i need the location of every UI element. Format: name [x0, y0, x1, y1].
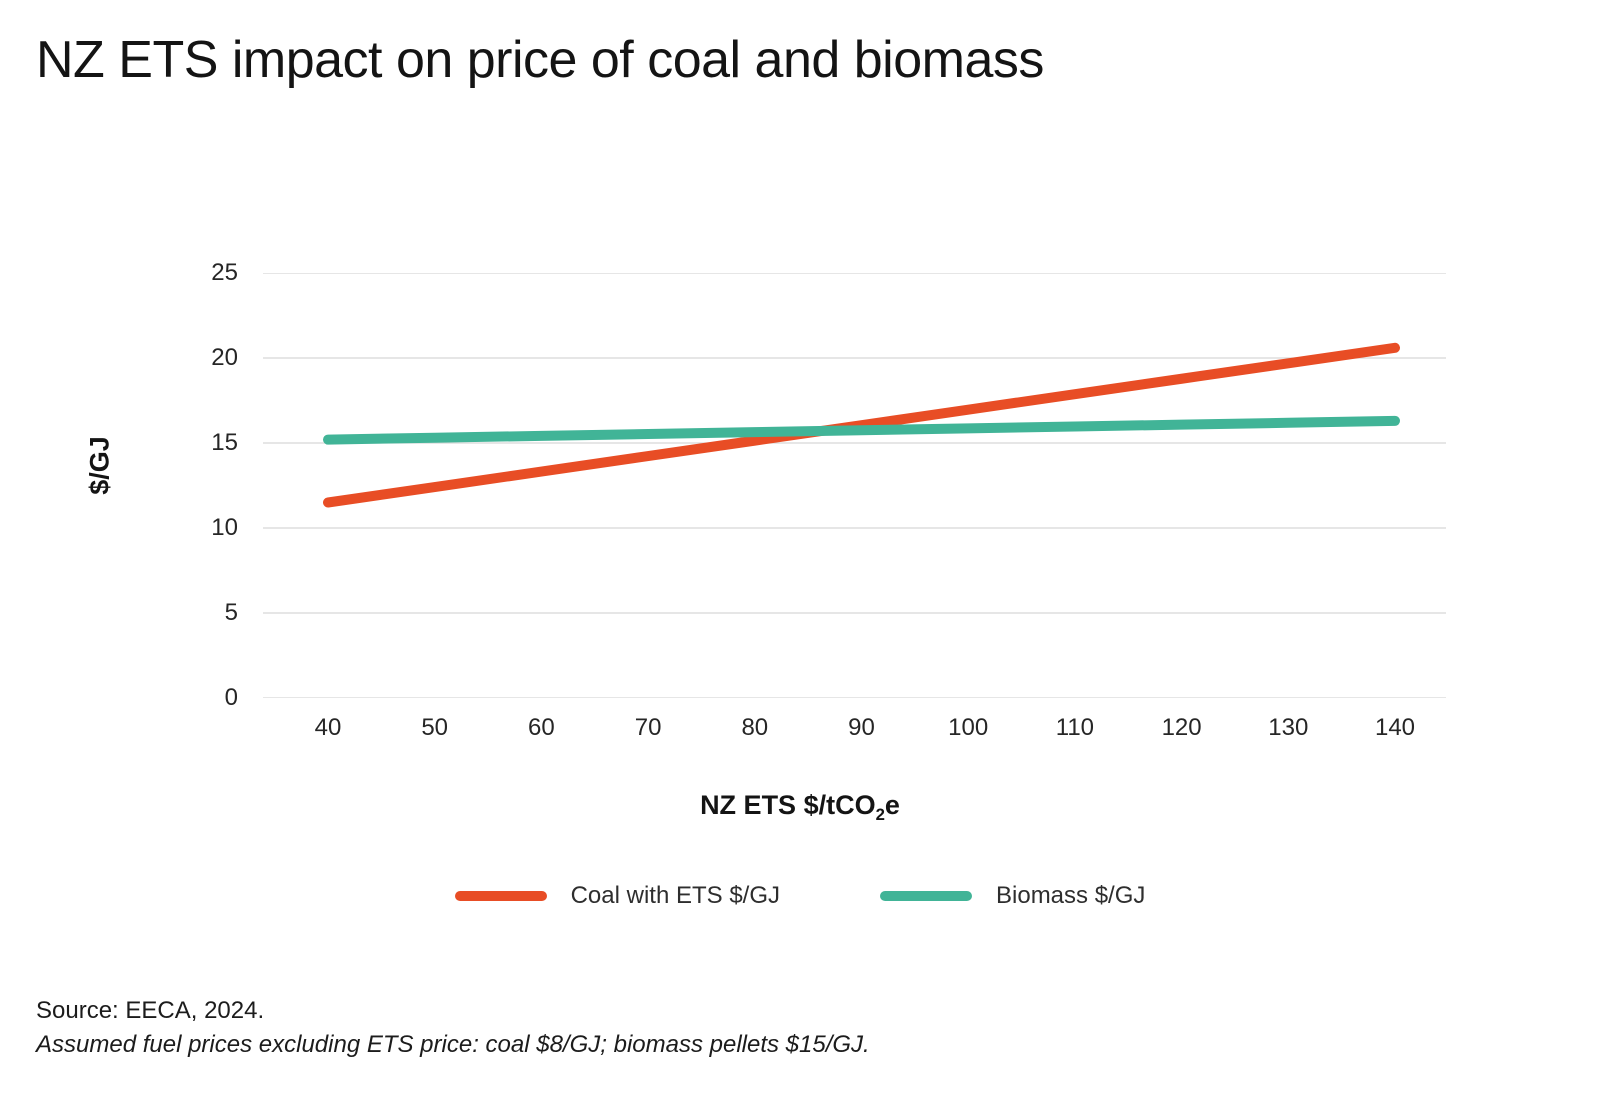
- y-tick-label-20: 20: [211, 344, 238, 371]
- x-tick-label-110: 110: [1055, 714, 1095, 741]
- x-tick-label-40: 40: [314, 714, 342, 741]
- y-axis-label: $/GJ: [84, 436, 115, 495]
- y-tick-labels: 0 5 10 15 20 25: [140, 259, 238, 711]
- x-tick-label-130: 130: [1268, 714, 1309, 741]
- source-text: Source: EECA, 2024.: [36, 997, 265, 1024]
- biomass-line-swatch: [880, 891, 972, 901]
- chart-title: NZ ETS impact on price of coal and bioma…: [36, 31, 1044, 89]
- plot-svg: [263, 273, 1446, 698]
- x-axis-label-text: NZ ETS $/tCO: [700, 790, 876, 820]
- x-tick-label-80: 80: [741, 714, 769, 741]
- x-tick-label-90: 90: [848, 714, 875, 741]
- assumptions-text: Assumed fuel prices excluding ETS price:…: [36, 1031, 870, 1058]
- x-tick-label-100: 100: [948, 714, 989, 741]
- x-axis-label-suffix: e: [884, 790, 900, 820]
- y-tick-label-10: 10: [211, 514, 238, 541]
- plot-area: [263, 273, 1446, 698]
- x-axis-label-subscript: 2: [875, 805, 885, 825]
- footnote: Source: EECA, 2024. Assumed fuel prices …: [36, 994, 870, 1062]
- y-tick-label-5: 5: [224, 599, 238, 626]
- x-tick-label-140: 140: [1374, 714, 1416, 741]
- legend-label-coal: Coal with ETS $/GJ: [570, 882, 780, 909]
- y-tick-label-25: 25: [211, 259, 238, 286]
- y-tick-label-0: 0: [224, 684, 238, 711]
- x-tick-label-50: 50: [421, 714, 449, 741]
- legend-item-coal: Coal with ETS $/GJ: [454, 882, 780, 910]
- x-tick-label-120: 120: [1161, 714, 1202, 741]
- biomass-line: [323, 415, 1400, 445]
- legend-item-biomass: Biomass $/GJ: [880, 882, 1145, 910]
- legend: Coal with ETS $/GJ Biomass $/GJ: [0, 882, 1600, 910]
- y-tick-label-15: 15: [211, 429, 238, 456]
- x-tick-labels: 40 50 60 70 80 90 100 110 120 130 140: [263, 712, 1446, 744]
- x-tick-label-70: 70: [634, 714, 662, 741]
- coal-line-swatch: [454, 891, 547, 901]
- coal-line: [323, 342, 1400, 508]
- x-axis-label: NZ ETS $/tCO2e: [0, 790, 1600, 825]
- x-tick-label-60: 60: [528, 714, 555, 741]
- legend-label-biomass: Biomass $/GJ: [996, 882, 1146, 909]
